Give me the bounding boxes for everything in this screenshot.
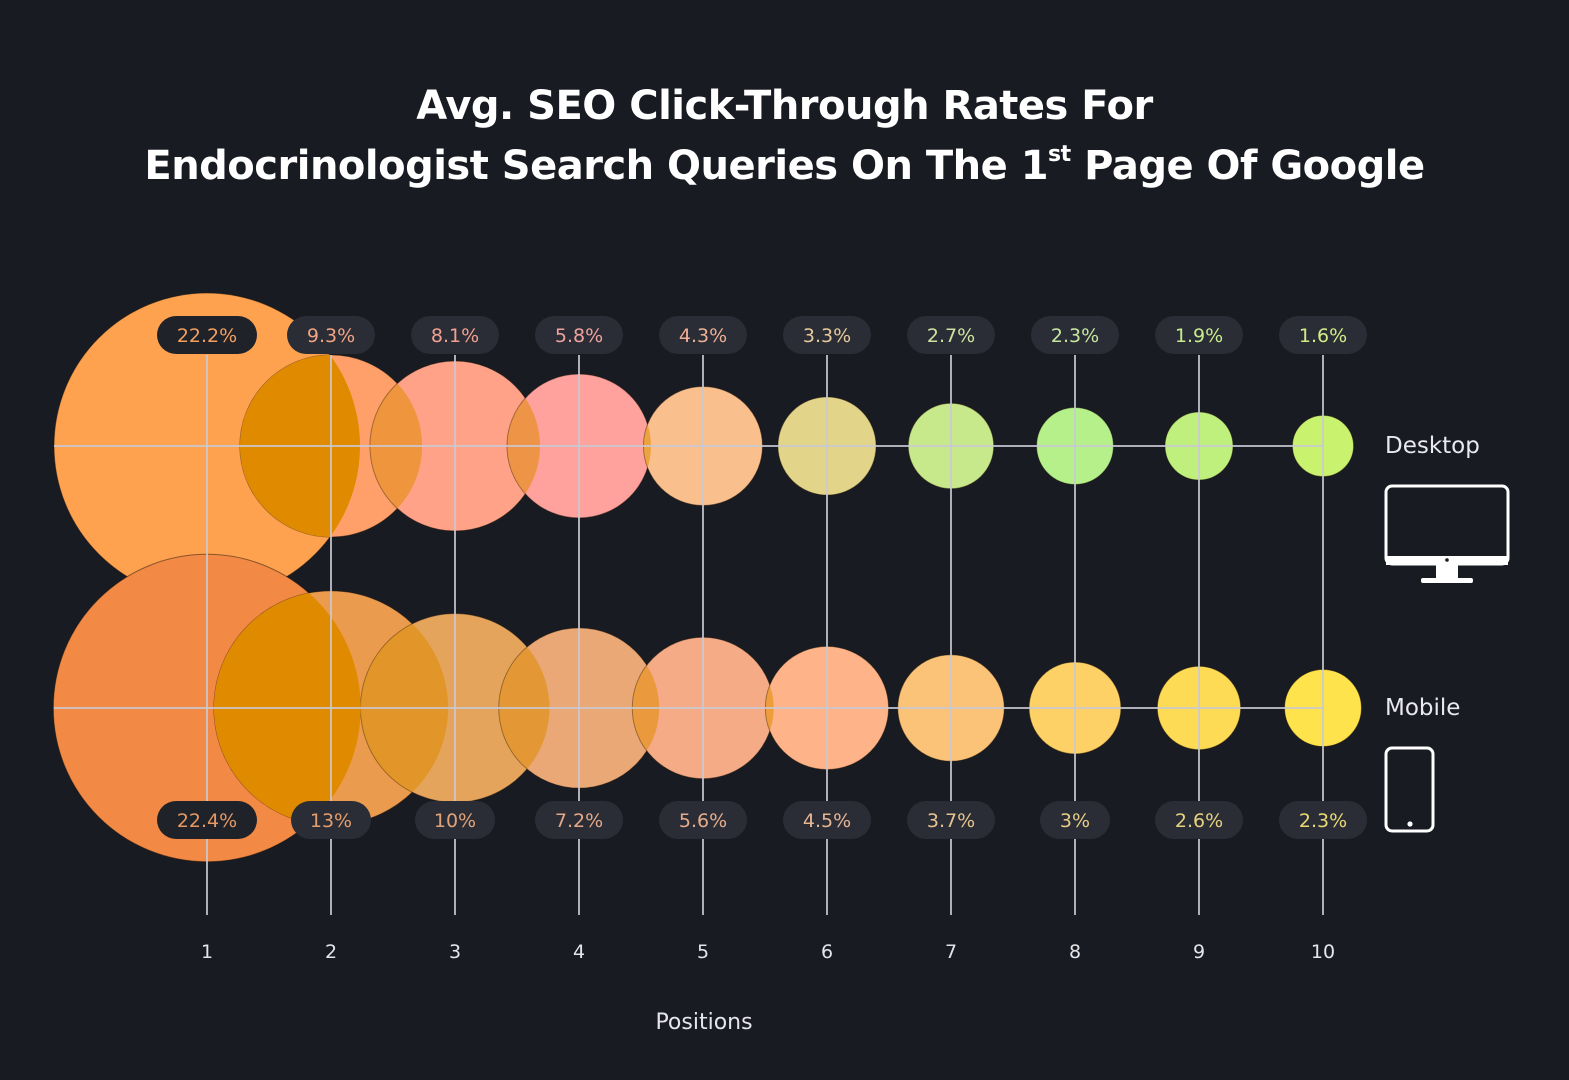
value-label-desktop-5: 4.3% — [659, 316, 747, 354]
desktop-monitor-icon — [1384, 484, 1510, 583]
bubbles-layer — [52, 292, 1362, 863]
svg-text:3.7%: 3.7% — [927, 810, 975, 832]
title-line2-text: Endocrinologist Search Queries On The 1 — [144, 143, 1049, 189]
value-labels-layer: 22.2% 9.3% 8.1% 5.8% 4.3% 3.3% 2.7% 2.3% 1.9% 1.6… — [157, 316, 1367, 839]
svg-text:2.6%: 2.6% — [1175, 810, 1223, 832]
x-tick-4: 4 — [573, 941, 585, 963]
svg-text:3.3%: 3.3% — [803, 325, 851, 347]
x-tick-2: 2 — [325, 941, 337, 963]
x-tick-3: 3 — [449, 941, 461, 963]
chart-title-line-1: Avg. SEO Click-Through Rates For — [416, 83, 1153, 129]
value-label-mobile-1: 22.4% — [157, 801, 257, 839]
svg-text:13%: 13% — [310, 810, 352, 832]
value-label-mobile-3: 10% — [415, 801, 495, 839]
x-tick-8: 8 — [1069, 941, 1081, 963]
x-tick-10: 10 — [1311, 941, 1335, 963]
svg-text:1.9%: 1.9% — [1175, 325, 1223, 347]
legend-desktop-label: Desktop — [1385, 433, 1480, 459]
legend-mobile-label: Mobile — [1385, 695, 1461, 721]
svg-text:9.3%: 9.3% — [307, 325, 355, 347]
svg-text:22.2%: 22.2% — [177, 325, 237, 347]
value-label-mobile-10: 2.3% — [1279, 801, 1367, 839]
value-label-mobile-9: 2.6% — [1155, 801, 1243, 839]
svg-text:5.8%: 5.8% — [555, 325, 603, 347]
svg-text:1.6%: 1.6% — [1299, 325, 1347, 347]
value-label-desktop-4: 5.8% — [535, 316, 623, 354]
value-label-mobile-5: 5.6% — [659, 801, 747, 839]
value-label-mobile-6: 4.5% — [783, 801, 871, 839]
value-label-desktop-7: 2.7% — [907, 316, 995, 354]
svg-text:2.3%: 2.3% — [1051, 325, 1099, 347]
svg-text:2.3%: 2.3% — [1299, 810, 1347, 832]
x-tick-7: 7 — [945, 941, 957, 963]
value-label-mobile-7: 3.7% — [907, 801, 995, 839]
value-label-desktop-3: 8.1% — [411, 316, 499, 354]
svg-text:22.4%: 22.4% — [177, 810, 237, 832]
svg-text:8.1%: 8.1% — [431, 325, 479, 347]
value-label-desktop-2: 9.3% — [287, 316, 375, 354]
svg-text:7.2%: 7.2% — [555, 810, 603, 832]
x-tick-6: 6 — [821, 941, 833, 963]
value-label-mobile-4: 7.2% — [535, 801, 623, 839]
x-axis-ticks: 1 2 3 4 5 6 7 8 9 10 — [201, 941, 1335, 963]
svg-text:10%: 10% — [434, 810, 476, 832]
value-label-desktop-10: 1.6% — [1279, 316, 1367, 354]
x-tick-1: 1 — [201, 941, 213, 963]
bubble-overlap — [498, 627, 550, 789]
x-tick-9: 9 — [1193, 941, 1205, 963]
value-label-mobile-2: 13% — [291, 801, 371, 839]
value-label-desktop-9: 1.9% — [1155, 316, 1243, 354]
title-line2-suffix: Page Of Google — [1070, 143, 1425, 189]
title-superscript: st — [1048, 142, 1071, 167]
svg-text:4.3%: 4.3% — [679, 325, 727, 347]
svg-text:4.5%: 4.5% — [803, 810, 851, 832]
chart-title-line-2: Endocrinologist Search Queries On The 1s… — [0, 136, 1569, 196]
svg-text:5.6%: 5.6% — [679, 810, 727, 832]
x-axis-title: Positions — [655, 1010, 753, 1035]
value-label-desktop-6: 3.3% — [783, 316, 871, 354]
bubble-overlap — [360, 613, 449, 803]
value-label-desktop-1: 22.2% — [157, 316, 257, 354]
value-label-mobile-8: 3% — [1040, 801, 1110, 839]
svg-text:3%: 3% — [1060, 810, 1090, 832]
x-tick-5: 5 — [697, 941, 709, 963]
chart-title: Avg. SEO Click-Through Rates For Endocri… — [0, 76, 1569, 196]
svg-text:2.7%: 2.7% — [927, 325, 975, 347]
mobile-phone-icon — [1384, 746, 1435, 833]
value-label-desktop-8: 2.3% — [1031, 316, 1119, 354]
